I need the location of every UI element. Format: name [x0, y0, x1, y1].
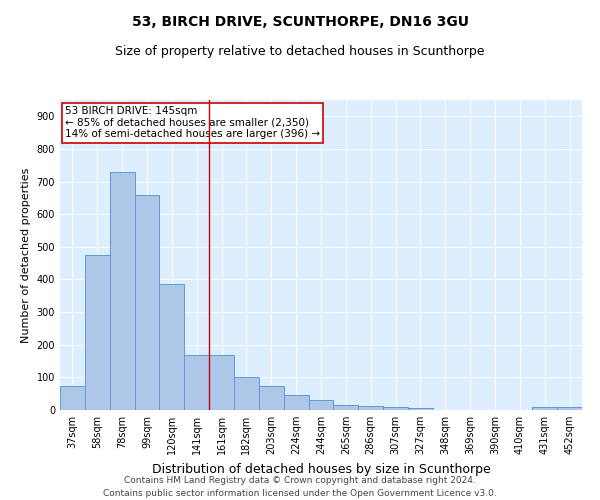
Bar [308, 400, 334, 410]
Bar [85, 255, 110, 410]
Bar [209, 354, 234, 410]
X-axis label: Distribution of detached houses by size in Scunthorpe: Distribution of detached houses by size … [152, 462, 490, 475]
Bar [110, 172, 134, 410]
Bar [134, 194, 160, 410]
Text: 53 BIRCH DRIVE: 145sqm
← 85% of detached houses are smaller (2,350)
14% of semi-: 53 BIRCH DRIVE: 145sqm ← 85% of detached… [65, 106, 320, 140]
Bar [557, 408, 582, 410]
Bar [234, 378, 259, 410]
Bar [408, 408, 433, 410]
Text: Size of property relative to detached houses in Scunthorpe: Size of property relative to detached ho… [115, 45, 485, 58]
Bar [284, 396, 308, 410]
Bar [383, 406, 408, 410]
Text: Contains HM Land Registry data © Crown copyright and database right 2024.
Contai: Contains HM Land Registry data © Crown c… [103, 476, 497, 498]
Bar [184, 354, 209, 410]
Bar [160, 284, 184, 410]
Bar [259, 386, 284, 410]
Bar [532, 408, 557, 410]
Text: 53, BIRCH DRIVE, SCUNTHORPE, DN16 3GU: 53, BIRCH DRIVE, SCUNTHORPE, DN16 3GU [131, 15, 469, 29]
Bar [60, 386, 85, 410]
Bar [358, 406, 383, 410]
Bar [334, 405, 358, 410]
Y-axis label: Number of detached properties: Number of detached properties [21, 168, 31, 342]
